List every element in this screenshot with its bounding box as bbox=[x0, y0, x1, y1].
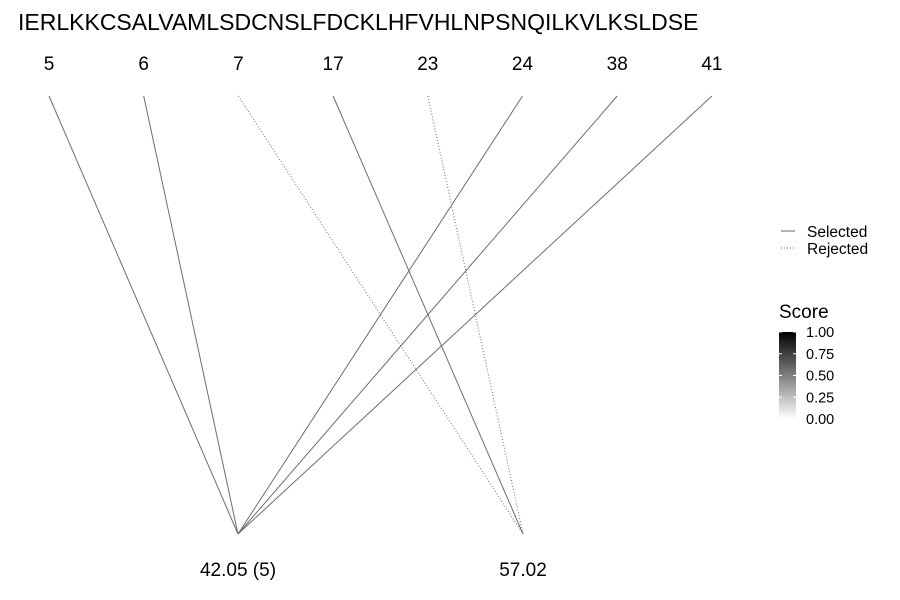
score-tick-label: 0.25 bbox=[806, 390, 834, 406]
position-label: 5 bbox=[44, 54, 55, 75]
score-legend: Score 1.00 0.75 0.50 0.25 0.00 bbox=[779, 302, 834, 428]
position-label: 6 bbox=[138, 54, 149, 75]
selected-connection-line bbox=[237, 95, 618, 535]
legend-rejected-label: Rejected bbox=[807, 241, 868, 258]
position-labels: 5 6 7 17 23 24 38 41 bbox=[44, 54, 723, 75]
score-colorbar bbox=[779, 332, 796, 419]
position-label: 23 bbox=[417, 54, 438, 75]
score-tick-label: 1.00 bbox=[806, 325, 834, 341]
selected-connection-line bbox=[143, 95, 239, 535]
position-label: 7 bbox=[233, 54, 244, 75]
node-label: 42.05 (5) bbox=[200, 560, 276, 581]
node-label: 57.02 bbox=[499, 560, 547, 581]
score-ticks: 1.00 0.75 0.50 0.25 0.00 bbox=[779, 325, 834, 428]
sequence-title: IERLKKCSALVAMLSDCNSLFDCKLHFVHLNPSNQILKVL… bbox=[18, 9, 698, 35]
selected-connection-line bbox=[48, 95, 239, 535]
selected-connection-line bbox=[237, 95, 713, 535]
position-label: 24 bbox=[512, 54, 534, 75]
linetype-legend: Selected Rejected bbox=[781, 224, 868, 258]
position-label: 38 bbox=[607, 54, 628, 75]
selected-connection-line bbox=[237, 95, 523, 535]
score-tick-label: 0.00 bbox=[806, 412, 834, 428]
score-tick-label: 0.50 bbox=[806, 369, 834, 385]
legend-selected-label: Selected bbox=[807, 224, 867, 241]
position-label: 41 bbox=[701, 54, 722, 75]
position-label: 17 bbox=[323, 54, 344, 75]
connection-lines bbox=[48, 95, 713, 535]
score-tick-label: 0.75 bbox=[806, 347, 834, 363]
node-labels: 42.05 (5) 57.02 bbox=[200, 560, 547, 581]
score-legend-title: Score bbox=[779, 302, 829, 323]
